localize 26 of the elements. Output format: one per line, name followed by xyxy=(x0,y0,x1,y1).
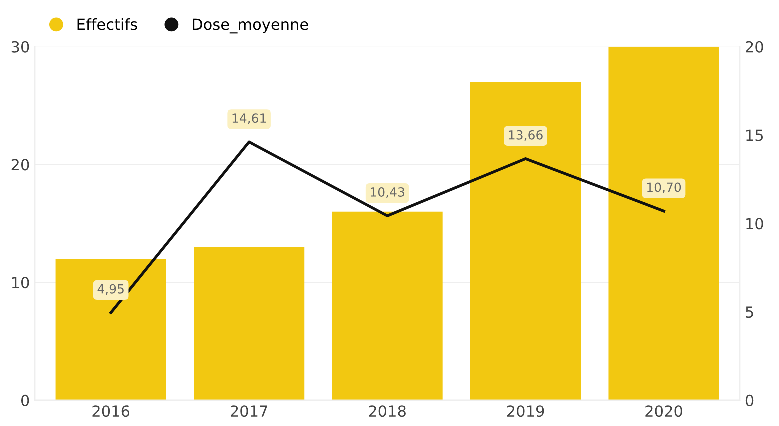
legend-label: Dose_moyenne xyxy=(193,18,308,34)
bar xyxy=(470,82,582,400)
data-label: 10,70 xyxy=(648,182,682,194)
data-label: 13,66 xyxy=(509,130,543,142)
x-tick-label: 2020 xyxy=(646,406,682,418)
bar xyxy=(332,212,443,400)
x-tick-label: 2018 xyxy=(369,406,406,418)
data-label: 14,61 xyxy=(232,114,266,124)
y2-tick-label: 0 xyxy=(746,394,754,406)
data-label: 4,95 xyxy=(98,284,124,296)
y2-tick-label: 10 xyxy=(746,218,764,230)
x-tick-label: 2019 xyxy=(507,406,544,418)
bar xyxy=(56,259,166,400)
y-tick-label: 10 xyxy=(12,277,30,289)
y-tick-label: 20 xyxy=(12,159,30,171)
x-tick-label: 2016 xyxy=(92,406,130,418)
data-label: 10,43 xyxy=(371,188,404,198)
y-tick-label: 30 xyxy=(12,41,30,53)
x-tick-label: 2017 xyxy=(230,406,268,418)
bar xyxy=(194,247,305,400)
y2-tick-label: 5 xyxy=(746,306,754,318)
y-tick-label: 0 xyxy=(21,394,30,406)
y2-tick-label: 20 xyxy=(746,41,764,53)
y2-tick-label: 15 xyxy=(746,130,764,142)
legend-label: Effectifs xyxy=(78,18,138,30)
bar xyxy=(608,46,720,400)
